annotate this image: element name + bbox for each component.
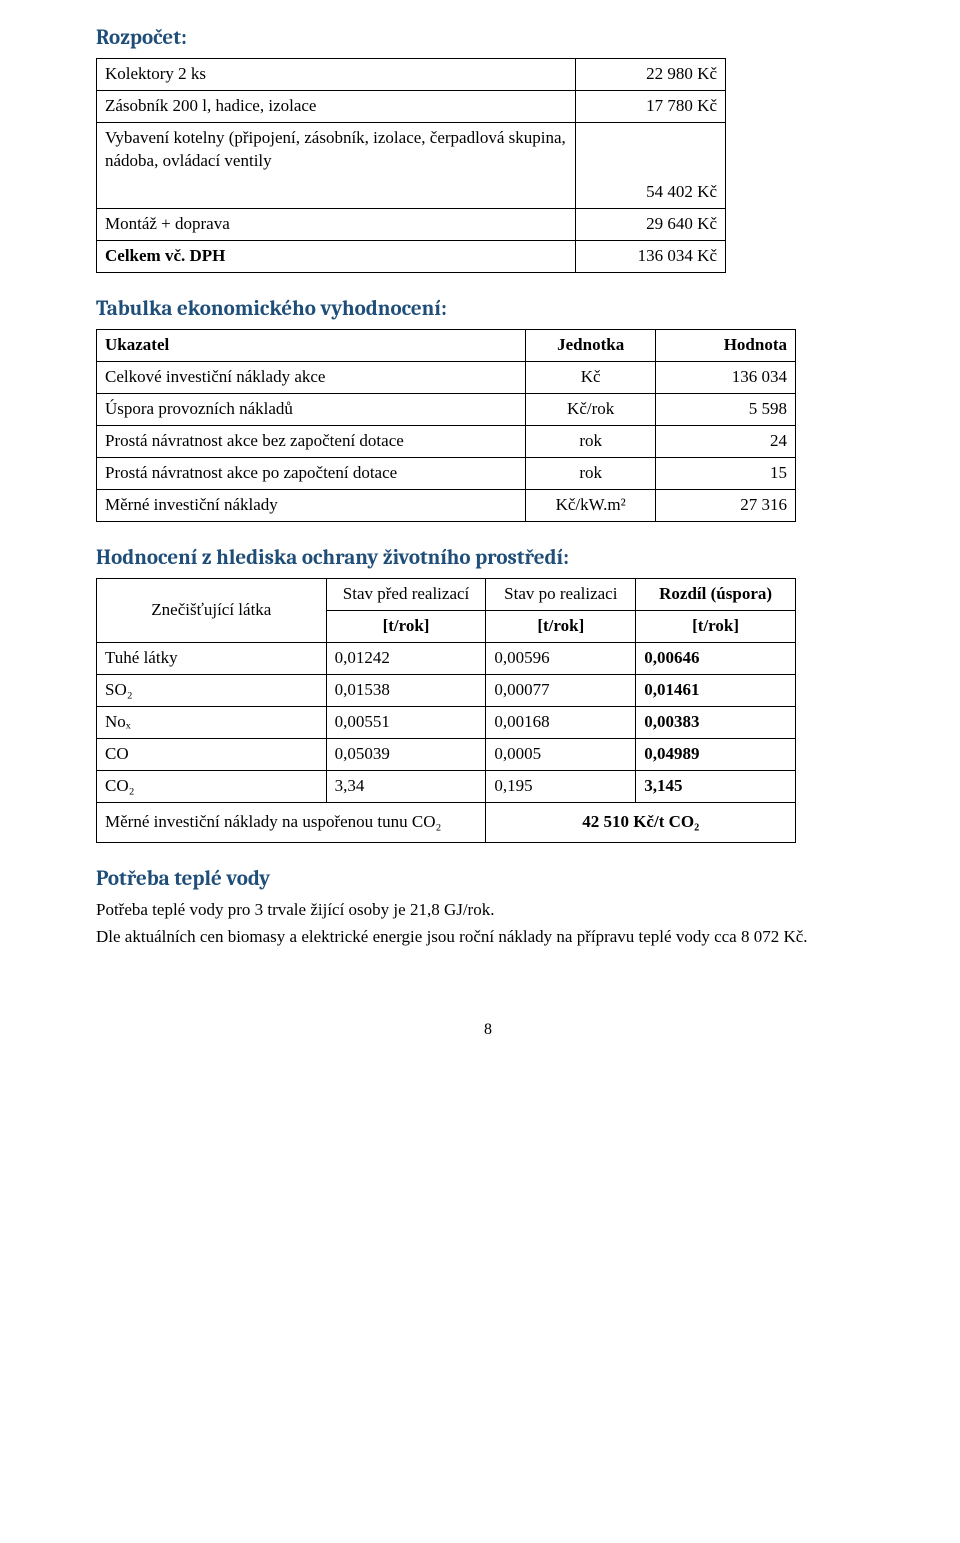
header-cell: Ukazatel [97, 330, 526, 362]
cell: 24 [656, 426, 796, 458]
page: Rozpočet: Kolektory 2 ks 22 980 Kč Zásob… [0, 0, 960, 1101]
table-row: Měrné investiční náklady Kč/kW.m² 27 316 [97, 489, 796, 521]
cell: 27 316 [656, 489, 796, 521]
cell-value [576, 123, 726, 177]
cell-value: 54 402 Kč [576, 177, 726, 208]
header-cell: [t/rok] [486, 611, 636, 643]
cell-label [97, 177, 576, 208]
cell: Úspora provozních nákladů [97, 394, 526, 426]
cell-value: 22 980 Kč [576, 59, 726, 91]
footer-label: Měrné investiční náklady na uspořenou tu… [97, 802, 486, 842]
cell: Kč/kW.m² [526, 489, 656, 521]
paragraph: Dle aktuálních cen biomasy a elektrické … [96, 926, 880, 949]
cell: Kč [526, 362, 656, 394]
cell: rok [526, 458, 656, 490]
cell: Noₓ [97, 706, 327, 738]
cell: 0,05039 [326, 738, 486, 770]
cell: 0,0005 [486, 738, 636, 770]
cell: rok [526, 426, 656, 458]
heading-economic-eval: Tabulka ekonomického vyhodnocení: [96, 295, 880, 323]
footer-value: 42 510 Kč/t CO₂ [486, 802, 796, 842]
cell-value: 17 780 Kč [576, 91, 726, 123]
cell-label: Kolektory 2 ks [97, 59, 576, 91]
table-row: Vybavení kotelny (připojení, zásobník, i… [97, 123, 726, 177]
table-header-row: Ukazatel Jednotka Hodnota [97, 330, 796, 362]
table-row: Celkem vč. DPH 136 034 Kč [97, 240, 726, 272]
cell: 5 598 [656, 394, 796, 426]
header-cell: Jednotka [526, 330, 656, 362]
header-cell: [t/rok] [636, 611, 796, 643]
cell: 136 034 [656, 362, 796, 394]
economic-table: Ukazatel Jednotka Hodnota Celkové invest… [96, 329, 796, 522]
cell: Tuhé látky [97, 643, 327, 675]
cell: 3,34 [326, 770, 486, 802]
table-row: SO₂ 0,01538 0,00077 0,01461 [97, 675, 796, 707]
cell: 0,195 [486, 770, 636, 802]
table-row: CO₂ 3,34 0,195 3,145 [97, 770, 796, 802]
table-header-row: Znečišťující látka Stav před realizací S… [97, 579, 796, 611]
table-row: Celkové investiční náklady akce Kč 136 0… [97, 362, 796, 394]
table-row: Prostá návratnost akce bez započtení dot… [97, 426, 796, 458]
cell: 0,00596 [486, 643, 636, 675]
header-cell: [t/rok] [326, 611, 486, 643]
cell: 15 [656, 458, 796, 490]
environment-table: Znečišťující látka Stav před realizací S… [96, 578, 796, 843]
table-row: Zásobník 200 l, hadice, izolace 17 780 K… [97, 91, 726, 123]
cell: CO₂ [97, 770, 327, 802]
cell-value: 29 640 Kč [576, 209, 726, 241]
table-footer-row: Měrné investiční náklady na uspořenou tu… [97, 802, 796, 842]
cell: 0,01242 [326, 643, 486, 675]
cell-label: Montáž + doprava [97, 209, 576, 241]
cell-label: Celkem vč. DPH [97, 240, 576, 272]
cell: 0,00168 [486, 706, 636, 738]
paragraph: Potřeba teplé vody pro 3 trvale žijící o… [96, 899, 880, 922]
cell: 0,00077 [486, 675, 636, 707]
cell: 0,04989 [636, 738, 796, 770]
cell: Celkové investiční náklady akce [97, 362, 526, 394]
table-row: Montáž + doprava 29 640 Kč [97, 209, 726, 241]
cell: 3,145 [636, 770, 796, 802]
cell-label: Vybavení kotelny (připojení, zásobník, i… [97, 123, 576, 177]
table-row: Kolektory 2 ks 22 980 Kč [97, 59, 726, 91]
table-row: Tuhé látky 0,01242 0,00596 0,00646 [97, 643, 796, 675]
table-row: CO 0,05039 0,0005 0,04989 [97, 738, 796, 770]
heading-hotwater: Potřeba teplé vody [96, 865, 880, 893]
cell: 0,01538 [326, 675, 486, 707]
heading-environment: Hodnocení z hlediska ochrany životního p… [96, 544, 880, 572]
header-cell: Znečišťující látka [97, 579, 327, 643]
header-cell: Stav před realizací [326, 579, 486, 611]
page-number: 8 [96, 1019, 880, 1041]
cell: Měrné investiční náklady [97, 489, 526, 521]
cell: SO₂ [97, 675, 327, 707]
budget-table: Kolektory 2 ks 22 980 Kč Zásobník 200 l,… [96, 58, 726, 273]
cell: CO [97, 738, 327, 770]
table-row: Úspora provozních nákladů Kč/rok 5 598 [97, 394, 796, 426]
table-row: Noₓ 0,00551 0,00168 0,00383 [97, 706, 796, 738]
cell-label: Zásobník 200 l, hadice, izolace [97, 91, 576, 123]
cell-value: 136 034 Kč [576, 240, 726, 272]
heading-rozpocet: Rozpočet: [96, 24, 880, 52]
header-cell: Rozdíl (úspora) [636, 579, 796, 611]
cell: 0,00383 [636, 706, 796, 738]
cell: Kč/rok [526, 394, 656, 426]
header-cell: Hodnota [656, 330, 796, 362]
table-row: Prostá návratnost akce po započtení dota… [97, 458, 796, 490]
cell: 0,01461 [636, 675, 796, 707]
header-cell: Stav po realizaci [486, 579, 636, 611]
cell: Prostá návratnost akce bez započtení dot… [97, 426, 526, 458]
cell: 0,00646 [636, 643, 796, 675]
table-row: 54 402 Kč [97, 177, 726, 208]
cell: 0,00551 [326, 706, 486, 738]
cell: Prostá návratnost akce po započtení dota… [97, 458, 526, 490]
